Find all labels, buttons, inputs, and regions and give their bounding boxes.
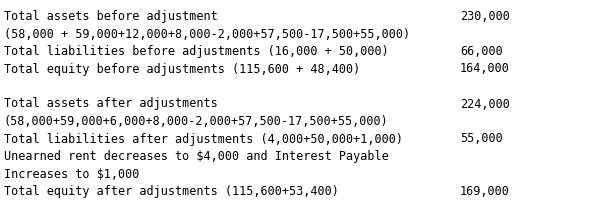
Text: 224,000: 224,000: [460, 97, 510, 110]
Text: 230,000: 230,000: [460, 10, 510, 23]
Text: Total assets after adjustments: Total assets after adjustments: [4, 97, 218, 110]
Text: Total liabilities before adjustments (16,000 + 50,000): Total liabilities before adjustments (16…: [4, 45, 389, 58]
Text: 55,000: 55,000: [460, 133, 503, 146]
Text: Total assets before adjustment: Total assets before adjustment: [4, 10, 218, 23]
Text: Total liabilities after adjustments (4,000+50,000+1,000): Total liabilities after adjustments (4,0…: [4, 133, 403, 146]
Text: Total equity before adjustments (115,600 + 48,400): Total equity before adjustments (115,600…: [4, 63, 360, 76]
Text: 66,000: 66,000: [460, 45, 503, 58]
Text: Unearned rent decreases to $4,000 and Interest Payable: Unearned rent decreases to $4,000 and In…: [4, 150, 389, 163]
Text: (58,000 + 59,000+12,000+8,000-2,000+57,500-17,500+55,000): (58,000 + 59,000+12,000+8,000-2,000+57,5…: [4, 28, 410, 41]
Text: 164,000: 164,000: [460, 63, 510, 76]
Text: (58,000+59,000+6,000+8,000-2,000+57,500-17,500+55,000): (58,000+59,000+6,000+8,000-2,000+57,500-…: [4, 115, 389, 128]
Text: Total equity after adjustments (115,600+53,400): Total equity after adjustments (115,600+…: [4, 185, 339, 198]
Text: 169,000: 169,000: [460, 185, 510, 198]
Text: Increases to $1,000: Increases to $1,000: [4, 168, 139, 181]
